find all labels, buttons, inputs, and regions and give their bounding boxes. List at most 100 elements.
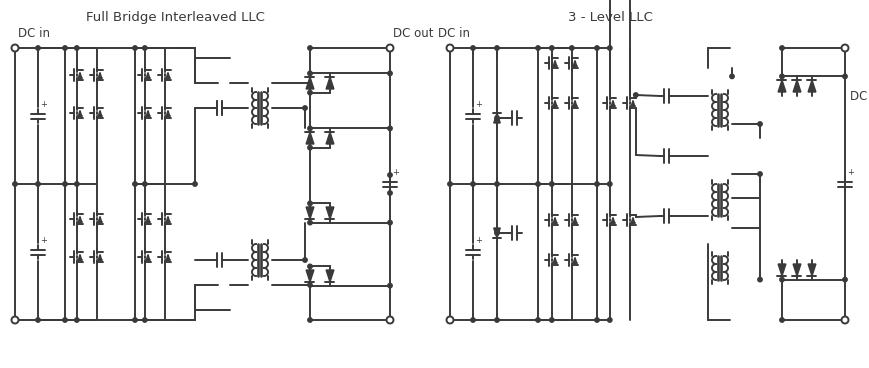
Circle shape	[308, 126, 312, 131]
Circle shape	[757, 277, 761, 282]
Circle shape	[842, 277, 846, 282]
Polygon shape	[166, 72, 169, 78]
Text: DC in: DC in	[437, 27, 469, 40]
Circle shape	[729, 74, 733, 79]
Polygon shape	[78, 216, 82, 222]
Circle shape	[133, 182, 137, 186]
Polygon shape	[777, 80, 785, 92]
Polygon shape	[553, 60, 556, 66]
Circle shape	[386, 45, 393, 52]
Circle shape	[11, 45, 18, 52]
Polygon shape	[326, 270, 334, 282]
Polygon shape	[793, 80, 800, 92]
Polygon shape	[306, 77, 314, 89]
Circle shape	[133, 46, 137, 50]
Circle shape	[470, 182, 474, 186]
Polygon shape	[146, 216, 149, 222]
Polygon shape	[78, 72, 82, 78]
Circle shape	[569, 46, 574, 50]
Circle shape	[446, 45, 453, 52]
Circle shape	[388, 191, 392, 195]
Circle shape	[607, 46, 611, 50]
Circle shape	[308, 145, 312, 150]
Circle shape	[535, 182, 540, 186]
Circle shape	[75, 46, 79, 50]
Circle shape	[386, 316, 393, 323]
Polygon shape	[78, 110, 82, 116]
Polygon shape	[573, 258, 576, 262]
Polygon shape	[553, 258, 556, 262]
Circle shape	[388, 283, 392, 288]
Circle shape	[549, 318, 554, 322]
Circle shape	[470, 318, 474, 322]
Circle shape	[549, 46, 554, 50]
Circle shape	[840, 316, 847, 323]
Circle shape	[133, 318, 137, 322]
Polygon shape	[98, 72, 102, 78]
Polygon shape	[807, 264, 815, 276]
Text: DC out: DC out	[849, 90, 869, 103]
Circle shape	[549, 182, 554, 186]
Text: +: +	[474, 236, 481, 245]
Polygon shape	[146, 110, 149, 116]
Polygon shape	[793, 264, 800, 276]
Polygon shape	[611, 100, 614, 106]
Circle shape	[494, 318, 499, 322]
Polygon shape	[573, 217, 576, 223]
Text: +: +	[40, 100, 47, 109]
Text: 3 - Level LLC: 3 - Level LLC	[567, 11, 652, 24]
Circle shape	[470, 46, 474, 50]
Circle shape	[143, 182, 147, 186]
Circle shape	[633, 93, 637, 97]
Polygon shape	[553, 217, 556, 223]
Polygon shape	[494, 228, 500, 238]
Circle shape	[779, 277, 783, 282]
Polygon shape	[98, 254, 102, 259]
Circle shape	[36, 182, 40, 186]
Circle shape	[308, 71, 312, 75]
Circle shape	[594, 318, 599, 322]
Text: +: +	[40, 236, 47, 245]
Circle shape	[388, 71, 392, 75]
Polygon shape	[631, 217, 634, 223]
Circle shape	[143, 318, 147, 322]
Polygon shape	[807, 80, 815, 92]
Circle shape	[11, 316, 18, 323]
Polygon shape	[306, 207, 314, 219]
Circle shape	[75, 318, 79, 322]
Polygon shape	[146, 254, 149, 259]
Circle shape	[494, 46, 499, 50]
Circle shape	[308, 46, 312, 50]
Text: +: +	[474, 100, 481, 109]
Circle shape	[388, 126, 392, 131]
Circle shape	[840, 45, 847, 52]
Circle shape	[594, 46, 599, 50]
Polygon shape	[98, 110, 102, 116]
Polygon shape	[166, 110, 169, 116]
Circle shape	[308, 201, 312, 206]
Circle shape	[193, 182, 197, 186]
Circle shape	[446, 316, 453, 323]
Circle shape	[302, 258, 307, 262]
Polygon shape	[611, 217, 614, 223]
Circle shape	[779, 318, 783, 322]
Circle shape	[143, 46, 147, 50]
Text: DC in: DC in	[18, 27, 50, 40]
Circle shape	[75, 182, 79, 186]
Polygon shape	[494, 113, 500, 123]
Circle shape	[448, 182, 452, 186]
Circle shape	[779, 74, 783, 79]
Text: +: +	[846, 168, 852, 177]
Circle shape	[63, 182, 67, 186]
Circle shape	[757, 122, 761, 126]
Circle shape	[308, 91, 312, 95]
Circle shape	[308, 264, 312, 269]
Circle shape	[607, 318, 611, 322]
Polygon shape	[306, 132, 314, 144]
Text: Full Bridge Interleaved LLC: Full Bridge Interleaved LLC	[85, 11, 264, 24]
Polygon shape	[326, 77, 334, 89]
Polygon shape	[631, 100, 634, 106]
Polygon shape	[78, 254, 82, 259]
Circle shape	[842, 74, 846, 79]
Circle shape	[388, 173, 392, 177]
